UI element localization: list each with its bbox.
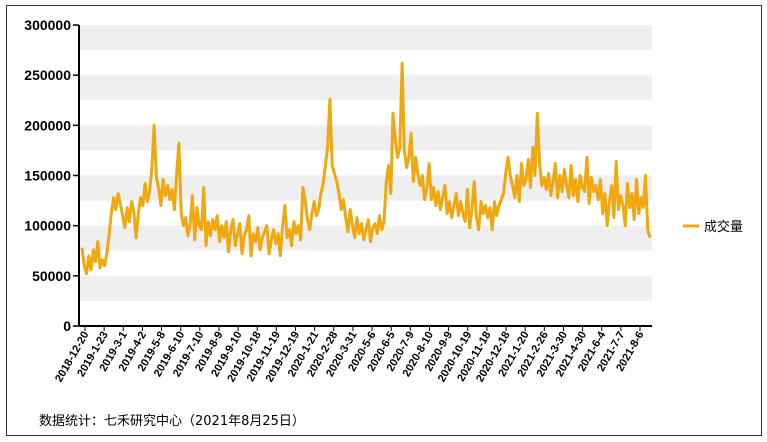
series-line-volume bbox=[80, 61, 652, 276]
y-tick-label: 300000 bbox=[24, 17, 71, 33]
y-tick-label: 0 bbox=[63, 318, 71, 334]
legend-label: 成交量 bbox=[704, 219, 743, 235]
y-axis: 0 50000 100000 150000 200000 250000 300000 bbox=[24, 17, 80, 334]
grid-band bbox=[79, 25, 652, 51]
y-tick-label: 200000 bbox=[24, 117, 71, 133]
y-tick-label: 250000 bbox=[24, 67, 71, 83]
chart-frame: 0 50000 100000 150000 200000 250000 300000 201… bbox=[6, 5, 762, 436]
source-note: 数据统计：七禾研究中心（2021年8月25日） bbox=[39, 414, 305, 429]
y-tick-label: 50000 bbox=[32, 268, 71, 284]
grid-band bbox=[79, 275, 652, 301]
grid-band bbox=[79, 125, 652, 151]
background-bands bbox=[79, 25, 652, 301]
y-tick-label: 100000 bbox=[24, 218, 71, 234]
y-tick-label: 150000 bbox=[24, 168, 71, 184]
volume-line-chart: 0 50000 100000 150000 200000 250000 300000 201… bbox=[24, 17, 743, 384]
x-axis: 2018-12-202019-1-232019-3-12019-4-22019-… bbox=[53, 325, 652, 384]
legend: 成交量 bbox=[683, 219, 743, 235]
grid-band bbox=[79, 75, 652, 101]
